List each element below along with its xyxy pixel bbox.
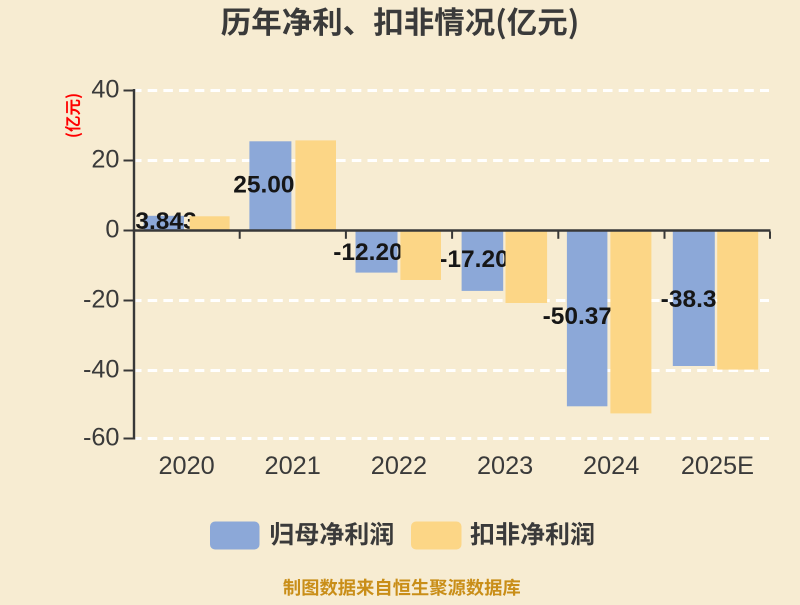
svg-text:2020: 2020 — [158, 452, 214, 480]
svg-text:-12.20: -12.20 — [333, 239, 402, 266]
svg-text:2024: 2024 — [583, 452, 639, 480]
svg-text:2021: 2021 — [265, 452, 321, 480]
svg-text:0: 0 — [105, 216, 119, 244]
svg-text:-20: -20 — [83, 286, 120, 314]
svg-text:20: 20 — [91, 146, 119, 174]
svg-text:2025E: 2025E — [681, 452, 754, 480]
svg-text:-40: -40 — [83, 356, 120, 384]
svg-text:-17.20: -17.20 — [439, 246, 508, 273]
svg-text:-50.37: -50.37 — [543, 303, 612, 330]
svg-text:2022: 2022 — [371, 452, 427, 480]
svg-text:2023: 2023 — [477, 452, 533, 480]
svg-text:25.00: 25.00 — [233, 172, 294, 199]
svg-text:-60: -60 — [83, 424, 120, 452]
svg-text:40: 40 — [91, 76, 119, 104]
